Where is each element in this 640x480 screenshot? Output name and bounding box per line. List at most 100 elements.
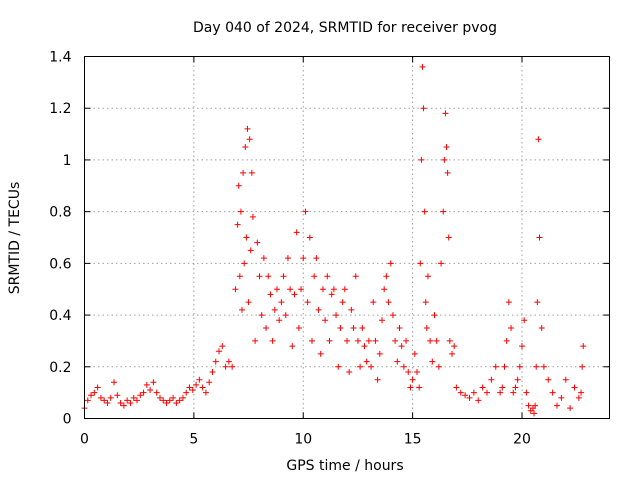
data-point <box>114 392 121 399</box>
data-point <box>567 405 574 412</box>
data-point <box>300 255 307 262</box>
data-point <box>497 389 504 396</box>
data-point <box>237 208 244 215</box>
data-point <box>533 363 540 370</box>
data-point <box>229 363 236 370</box>
data-point <box>239 306 245 313</box>
data-point <box>309 337 315 344</box>
data-point <box>479 384 486 391</box>
data-point <box>160 397 167 404</box>
data-point <box>422 299 429 306</box>
data-point <box>344 337 350 344</box>
data-point <box>431 312 438 319</box>
data-point <box>421 208 428 215</box>
data-point <box>398 343 405 350</box>
data-point <box>363 358 370 365</box>
data-point <box>265 273 272 280</box>
data-point <box>206 379 213 386</box>
data-point <box>130 394 137 401</box>
data-point <box>278 299 285 306</box>
data-point <box>440 208 447 215</box>
data-point <box>209 368 216 375</box>
data-point <box>423 325 430 331</box>
data-point <box>457 389 464 396</box>
data-point <box>216 348 223 355</box>
data-point <box>176 397 183 404</box>
data-point <box>451 343 458 350</box>
data-point <box>306 234 313 241</box>
data-point <box>350 325 357 331</box>
data-point <box>247 247 254 254</box>
data-point <box>419 63 426 70</box>
data-point <box>326 337 333 344</box>
plot-frame <box>84 56 610 419</box>
data-point <box>104 399 111 406</box>
data-point <box>107 394 114 401</box>
data-point <box>370 299 377 306</box>
data-point <box>127 399 134 406</box>
data-point <box>298 286 305 293</box>
data-point <box>549 389 556 396</box>
data-point <box>400 363 407 370</box>
data-point <box>427 337 434 344</box>
data-point <box>417 260 424 267</box>
data-point <box>313 255 320 262</box>
data-point <box>341 286 348 293</box>
data-point <box>554 402 560 409</box>
data-point <box>578 389 585 396</box>
data-point <box>354 337 361 344</box>
data-point <box>254 239 261 246</box>
data-point <box>580 343 587 350</box>
data-point <box>276 317 283 324</box>
data-point <box>381 286 388 293</box>
data-point <box>535 136 542 143</box>
data-point <box>193 381 200 388</box>
data-point <box>519 343 525 350</box>
chart-title: Day 040 of 2024, SRMTID for receiver pvo… <box>193 20 497 36</box>
data-point <box>516 363 523 370</box>
data-point <box>147 387 154 394</box>
data-point <box>173 399 180 406</box>
data-point <box>179 394 186 401</box>
data-point <box>441 156 448 163</box>
ticks: 0 5 10 15 20 0 0.2 0.4 0.6 0.8 1 1.2 1.4 <box>49 50 610 448</box>
data-point <box>383 273 390 280</box>
data-point <box>263 325 270 331</box>
data-point <box>156 394 163 401</box>
x-tick-label: 0 <box>80 432 89 448</box>
data-point <box>492 363 499 370</box>
data-point <box>293 229 300 236</box>
data-point <box>372 337 379 344</box>
data-point <box>120 402 127 409</box>
x-tick-label: 10 <box>294 432 312 448</box>
data-point <box>333 312 340 319</box>
data-point <box>256 273 263 280</box>
data-point <box>235 182 242 189</box>
data-point <box>94 384 101 391</box>
data-point <box>271 306 278 313</box>
data-point <box>424 273 431 280</box>
data-point <box>379 317 385 324</box>
y-axis-title: SRMTID / TECUs <box>7 182 23 295</box>
y-tick-label: 0.6 <box>49 256 71 272</box>
data-point <box>315 306 322 313</box>
data-point <box>311 273 318 280</box>
data-point <box>101 397 108 404</box>
data-point <box>260 255 267 262</box>
data-point <box>196 376 203 383</box>
data-point <box>501 363 508 370</box>
data-point <box>442 110 449 117</box>
points <box>81 63 587 417</box>
data-point <box>433 337 440 344</box>
y-tick-label: 0.8 <box>49 205 71 221</box>
data-point <box>328 291 335 298</box>
data-point <box>368 363 375 370</box>
data-point <box>284 255 291 262</box>
data-point <box>470 389 477 396</box>
data-point <box>124 397 131 404</box>
data-point <box>405 368 412 375</box>
data-point <box>352 273 359 280</box>
data-point <box>571 384 578 391</box>
data-point <box>163 399 170 406</box>
data-point <box>488 376 495 383</box>
